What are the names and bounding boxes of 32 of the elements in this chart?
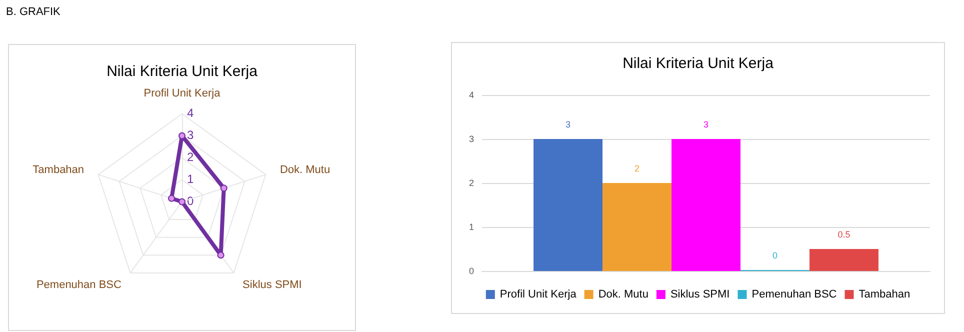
y-tick-label: 0 [468, 266, 474, 276]
bar [672, 139, 740, 271]
bar [809, 249, 878, 271]
spoke-label: Siklus SPMI [242, 279, 302, 292]
y-tick-label: 2 [468, 178, 474, 188]
bar [534, 139, 603, 271]
data-label: 3 [566, 120, 571, 130]
text: B. GRAFIK [6, 6, 60, 18]
legend-label: Dok. Mutu [598, 288, 648, 300]
chart-title: Nilai Kriteria Unit Kerja [106, 63, 258, 80]
spoke-label: Dok. Mutu [280, 164, 330, 176]
chart-title: Nilai Kriteria Unit Kerja [622, 55, 774, 72]
data-label: 0.5 [838, 230, 850, 240]
data-label: 3 [703, 120, 709, 130]
y-tick-label: 1 [468, 222, 474, 232]
spoke-label: Tambahan [32, 164, 84, 176]
data-label: 0 [772, 250, 778, 260]
y-tick-label: 0 [187, 194, 194, 208]
data-label: 2 [634, 164, 640, 174]
legend-label: Pemenuhan BSC [752, 288, 837, 300]
y-tick-label: 3 [187, 128, 194, 142]
legend-label: Siklus SPMI [670, 288, 730, 300]
spoke-label: Profil Unit Kerja [144, 87, 222, 100]
legend-label: Tambahan [858, 288, 910, 300]
spoke-label: Pemenuhan BSC [36, 279, 122, 292]
legend-label: Profil Unit Kerja [500, 288, 578, 300]
y-tick-label: 4 [187, 106, 194, 120]
y-tick-label: 4 [468, 90, 474, 100]
y-tick-label: 3 [468, 134, 474, 144]
y-tick-label: 1 [187, 172, 194, 186]
bar [602, 183, 672, 271]
y-tick-label: 2 [187, 150, 194, 164]
